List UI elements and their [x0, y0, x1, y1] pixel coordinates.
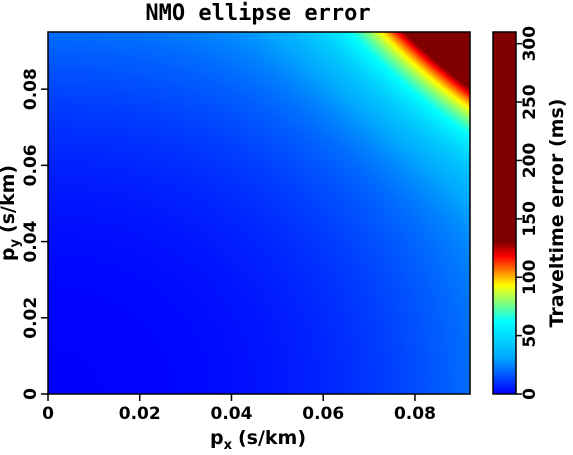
- y-axis-label: py (s/km): [0, 165, 23, 261]
- x-axis-label-subscript: x: [224, 438, 233, 453]
- colorbar-tick-label: 0: [520, 388, 540, 400]
- y-tick-label: 0.08: [21, 68, 41, 110]
- colorbar-label: Traveltime error (ms): [546, 99, 568, 328]
- chart-title: NMO ellipse error: [145, 1, 370, 26]
- colorbar-tick-label: 100: [520, 259, 540, 295]
- y-tick-label: 0.06: [21, 144, 41, 186]
- x-tick-label: 0: [42, 404, 54, 424]
- x-axis-label-unit: (s/km): [238, 427, 306, 449]
- y-tick-label: 0.04: [21, 220, 41, 262]
- x-tick-label: 0.08: [394, 404, 436, 424]
- colorbar-image: [493, 32, 516, 394]
- colorbar-image-holder: [493, 32, 516, 394]
- y-tick-label: 0: [21, 388, 41, 400]
- colorbar-ticks: 0 50 100 150 200 250 300: [516, 26, 540, 400]
- y-axis-label-base: p: [0, 247, 19, 261]
- colorbar-frame: [492, 31, 517, 395]
- colorbar-tick-label: 300: [520, 26, 540, 62]
- heatmap-image: [48, 32, 470, 394]
- x-tick-label: 0.06: [302, 404, 344, 424]
- y-axis-ticks: 0 0.02 0.04 0.06 0.08: [21, 68, 48, 400]
- x-tick-label: 0.04: [211, 404, 253, 424]
- colorbar-tick-label: 250: [520, 84, 540, 120]
- y-axis-label-subscript: y: [8, 238, 23, 247]
- colorbar-tick-label: 150: [520, 201, 540, 237]
- heatmap-image-holder: [48, 32, 470, 394]
- colorbar: 0 50 100 150 200 250 300 Traveltime error (ms): [492, 26, 568, 400]
- heatmap-plot-area: [47, 31, 471, 395]
- x-axis-ticks: 0 0.02 0.04 0.06 0.08: [42, 394, 436, 424]
- colorbar-tick-label: 50: [520, 324, 540, 348]
- colorbar-tick-label: 200: [520, 143, 540, 179]
- plot-frame: [47, 31, 471, 395]
- x-tick-label: 0.02: [119, 404, 161, 424]
- x-axis-label-base: p: [210, 427, 224, 449]
- x-axis-label: px (s/km): [210, 427, 306, 453]
- y-tick-label: 0.02: [21, 297, 41, 339]
- y-axis-label-unit: (s/km): [0, 165, 19, 233]
